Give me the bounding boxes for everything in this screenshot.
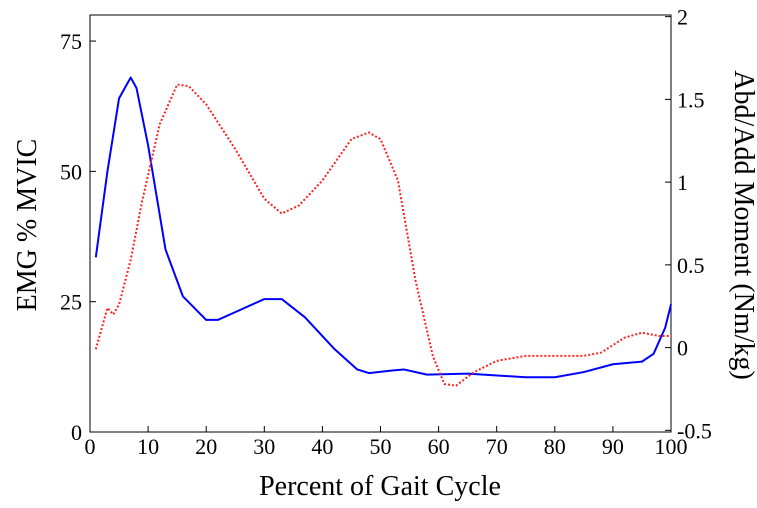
y2-tick-label: 2 <box>677 5 688 30</box>
y2-axis-label: Abd/Add Moment (Nm/kg) <box>728 70 757 380</box>
x-tick-label: 100 <box>655 434 688 459</box>
y2-tick-label: -0.5 <box>677 418 712 443</box>
x-tick-label: 90 <box>602 434 624 459</box>
x-tick-label: 20 <box>195 434 217 459</box>
x-tick-label: 60 <box>428 434 450 459</box>
series-line <box>94 76 672 379</box>
y-tick-label: 0 <box>71 420 82 445</box>
x-tick-label: 0 <box>85 434 96 459</box>
x-tick-label: 80 <box>544 434 566 459</box>
x-tick-label: 10 <box>137 434 159 459</box>
x-axis-label: Percent of Gait Cycle <box>259 471 501 502</box>
x-tick-label: 30 <box>253 434 275 459</box>
y-tick-label: 25 <box>60 290 82 315</box>
y-tick-label: 50 <box>60 159 82 184</box>
y-axis-label: EMG % MVIC <box>12 139 43 312</box>
y2-tick-label: 0 <box>677 336 688 361</box>
x-tick-label: 40 <box>311 434 333 459</box>
series-line <box>94 83 671 387</box>
y2-tick-label: 0.5 <box>677 253 705 278</box>
x-tick-label: 50 <box>370 434 392 459</box>
y2-tick-label: 1.5 <box>677 87 705 112</box>
y2-tick-label: 1 <box>677 170 688 195</box>
plot-frame <box>89 14 672 433</box>
y-tick-label: 75 <box>60 29 82 54</box>
x-tick-label: 70 <box>486 434 508 459</box>
